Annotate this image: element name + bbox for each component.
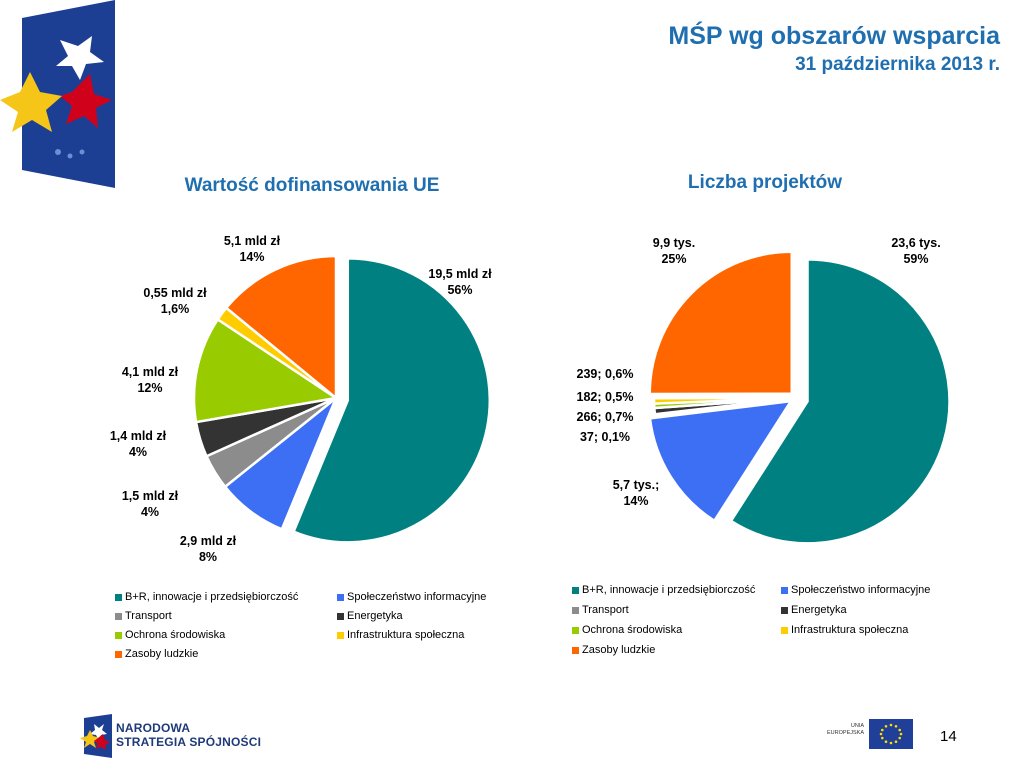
kapital-ludzki-logo <box>0 0 115 188</box>
pie-1-slice-5 <box>652 396 797 405</box>
pie-0-label-5: 0,55 mld zł 1,6% <box>143 286 207 316</box>
legend-item: Ochrona środowiska <box>115 629 225 641</box>
legend-label: Infrastruktura społeczna <box>347 629 465 641</box>
legend-item: Energetyka <box>337 610 403 622</box>
page-title: MŚP wg obszarów wsparcia <box>668 22 1000 50</box>
pie-1-label-6: 9,9 tys. 25% <box>653 236 695 266</box>
legend-label: Transport <box>582 604 629 616</box>
nss-line-1: NARODOWA <box>116 721 191 735</box>
legend-swatch <box>781 586 788 594</box>
pie-0-slice-0 <box>292 257 491 544</box>
pie-0-slice-4 <box>192 317 340 424</box>
legend-swatch <box>572 626 579 634</box>
legend-swatch <box>115 593 122 601</box>
chart-title-left: Wartość dofinansowania UE <box>184 175 440 196</box>
pie-0-label-3: 1,4 mld zł 4% <box>110 429 167 459</box>
pie-1-slice-1 <box>648 399 794 523</box>
legend-label: Transport <box>125 610 172 622</box>
legend-swatch <box>781 606 788 614</box>
legend-label: Społeczeństwo informacyjne <box>791 584 931 596</box>
chart-title-right: Liczba projektów <box>687 172 843 193</box>
legend-swatch <box>337 612 344 620</box>
eu-line-2: EUROPEJSKA <box>827 730 864 736</box>
legend-swatch <box>115 612 122 620</box>
pie-0-label-4: 4,1 mld zł 12% <box>122 365 179 395</box>
legend-label: B+R, innowacje i przedsiębiorczość <box>125 591 299 603</box>
legend-item: Infrastruktura społeczna <box>781 624 908 636</box>
legend-item: Zasoby ludzkie <box>115 648 198 660</box>
legend-item: Transport <box>115 610 172 622</box>
legend-item: Ochrona środowiska <box>572 624 682 636</box>
page-number: 14 <box>940 728 957 745</box>
legend-label: B+R, innowacje i przedsiębiorczość <box>582 584 756 596</box>
pie-1-slice-6 <box>648 250 794 396</box>
pie-1-label-0: 23,6 tys. 59% <box>891 236 940 266</box>
pie-0-slice-6 <box>224 254 338 401</box>
pie-1-label-3: 266; 0,7% <box>577 410 634 424</box>
pie-0-label-0: 19,5 mld zł 56% <box>428 267 492 297</box>
legend-item: Infrastruktura społeczna <box>337 629 464 641</box>
eu-label: UNIA EUROPEJSKA <box>822 723 864 737</box>
legend-label: Ochrona środowiska <box>125 629 226 641</box>
legend-item: Społeczeństwo informacyjne <box>337 591 486 603</box>
pie-1-label-5: 239; 0,6% <box>577 367 634 381</box>
legend-swatch <box>115 631 122 639</box>
legend-label: Ochrona środowiska <box>582 624 683 636</box>
pie-1-slice-0 <box>729 258 951 545</box>
legend-label: Energetyka <box>347 610 403 622</box>
pie-0-label-6: 5,1 mld zł 14% <box>224 234 281 264</box>
legend-label: Energetyka <box>791 604 847 616</box>
legend-item: Transport <box>572 604 629 616</box>
legend-swatch <box>781 626 788 634</box>
legend-swatch <box>115 650 122 658</box>
pie-0-label-2: 1,5 mld zł 4% <box>122 489 179 519</box>
page-subtitle: 31 października 2013 r. <box>795 54 1000 75</box>
nss-logo <box>80 714 112 758</box>
legend-label: Infrastruktura społeczna <box>791 624 909 636</box>
legend-swatch <box>572 606 579 614</box>
legend-item: Zasoby ludzkie <box>572 644 655 656</box>
pie-0-label-1: 2,9 mld zł 8% <box>180 534 237 564</box>
legend-swatch <box>572 586 579 594</box>
nss-logo-text: NARODOWA STRATEGIA SPÓJNOŚCI <box>116 721 261 749</box>
legend-label: Zasoby ludzkie <box>125 648 199 660</box>
legend-item: B+R, innowacje i przedsiębiorczość <box>115 591 298 603</box>
legend-item: Społeczeństwo informacyjne <box>781 584 930 596</box>
pie-1-label-2: 37; 0,1% <box>580 430 630 444</box>
legend-swatch <box>337 631 344 639</box>
legend-item: B+R, innowacje i przedsiębiorczość <box>572 584 755 596</box>
legend-item: Energetyka <box>781 604 847 616</box>
legend-label: Zasoby ludzkie <box>582 644 656 656</box>
nss-line-2: STRATEGIA SPÓJNOŚCI <box>116 735 262 749</box>
eu-flag-icon <box>869 719 913 749</box>
pie-1-label-4: 182; 0,5% <box>577 390 634 404</box>
pie-1-label-1: 5,7 tys.; 14% <box>613 478 660 508</box>
eu-line-1: UNIA <box>850 723 864 729</box>
slide-title: MŚP wg obszarów wsparcia 31 października… <box>668 20 1000 78</box>
legend-swatch <box>572 646 579 654</box>
legend-label: Społeczeństwo informacyjne <box>347 591 487 603</box>
legend-swatch <box>337 593 344 601</box>
